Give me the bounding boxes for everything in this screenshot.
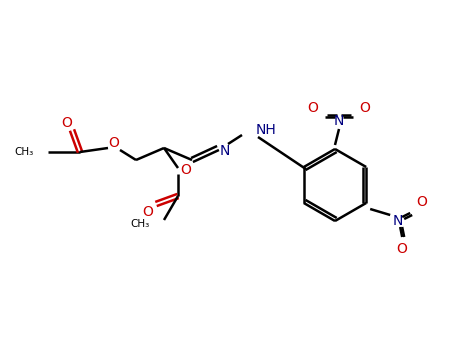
Text: N: N — [334, 114, 344, 128]
Text: O: O — [181, 163, 192, 177]
Text: O: O — [142, 205, 153, 219]
Text: NH: NH — [256, 123, 277, 137]
Text: O: O — [61, 116, 72, 130]
Text: CH₃: CH₃ — [15, 147, 34, 157]
Text: N: N — [220, 144, 230, 158]
Text: O: O — [109, 136, 119, 150]
Text: O: O — [308, 101, 318, 115]
Text: O: O — [417, 195, 428, 209]
Text: O: O — [359, 101, 370, 115]
Text: CH₃: CH₃ — [131, 219, 150, 229]
Text: O: O — [397, 242, 408, 256]
Text: N: N — [393, 214, 404, 228]
